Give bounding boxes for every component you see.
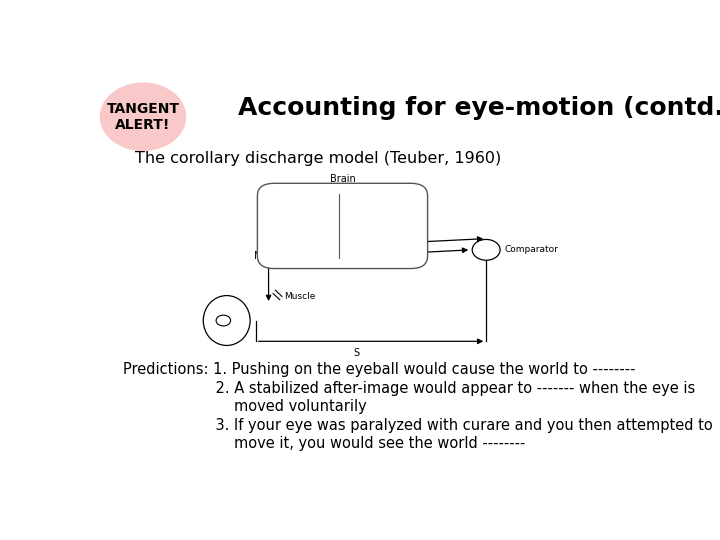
Text: 3. If your eye was paralyzed with curare and you then attempted to: 3. If your eye was paralyzed with curare… bbox=[124, 418, 714, 433]
Text: Motor: Motor bbox=[289, 205, 317, 215]
Text: C: C bbox=[366, 243, 372, 253]
Text: Predictions: 1. Pushing on the eyeball would cause the world to --------: Predictions: 1. Pushing on the eyeball w… bbox=[124, 362, 636, 377]
Text: M: M bbox=[254, 251, 263, 261]
Text: Accounting for eye-motion (contd.): Accounting for eye-motion (contd.) bbox=[238, 97, 720, 120]
Text: move it, you would see the world --------: move it, you would see the world -------… bbox=[124, 436, 526, 451]
Text: The corollary discharge model (Teuber, 1960): The corollary discharge model (Teuber, 1… bbox=[135, 151, 501, 166]
Text: 2. A stabilized after-image would appear to ------- when the eye is: 2. A stabilized after-image would appear… bbox=[124, 381, 696, 396]
Ellipse shape bbox=[100, 83, 186, 151]
FancyBboxPatch shape bbox=[258, 183, 428, 268]
Text: TANGENT
ALERT!: TANGENT ALERT! bbox=[107, 102, 179, 132]
Text: Comparator: Comparator bbox=[505, 245, 559, 254]
Text: Muscle: Muscle bbox=[284, 292, 315, 301]
Text: Sensory: Sensory bbox=[360, 205, 399, 215]
Ellipse shape bbox=[203, 295, 250, 346]
Text: moved voluntarily: moved voluntarily bbox=[124, 399, 367, 414]
Text: S: S bbox=[354, 348, 359, 357]
Circle shape bbox=[216, 315, 230, 326]
Text: Brain: Brain bbox=[330, 174, 356, 184]
Circle shape bbox=[472, 239, 500, 260]
